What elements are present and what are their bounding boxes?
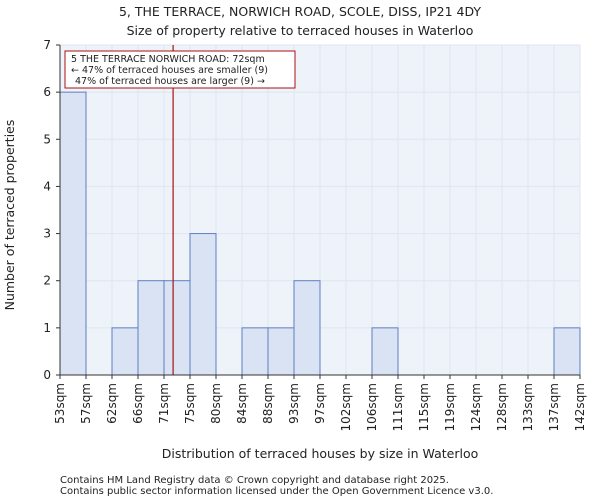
bar-layer (59, 91, 581, 376)
histogram-bar (553, 327, 581, 376)
x-tick-layer: 53sqm 57sqm 62sqm 66sqm 71sqm 75sqm 80sqm 84sqm… (53, 375, 587, 431)
x-tick-label: 53sqm (53, 383, 67, 424)
annotation-line-1: 5 THE TERRACE NORWICH ROAD: 72sqm (71, 54, 265, 65)
x-tick-label: 62sqm (105, 383, 119, 424)
footer-line-2: Contains public sector information licen… (60, 486, 493, 497)
chart-title: 5, THE TERRACE, NORWICH ROAD, SCOLE, DIS… (119, 4, 481, 19)
x-tick-label: 115sqm (417, 383, 431, 431)
x-tick-label: 84sqm (235, 383, 249, 424)
x-tick-label: 57sqm (79, 383, 93, 424)
x-tick-label: 124sqm (469, 383, 483, 431)
y-axis-label: Number of terraced properties (2, 120, 17, 311)
histogram-bar (137, 280, 165, 376)
x-tick-label: 128sqm (495, 383, 509, 431)
annotation-border (64, 50, 296, 89)
y-tick-layer: 0 1 2 3 4 5 6 7 (43, 38, 60, 382)
histogram-bar (241, 327, 269, 376)
y-tick-label: 2 (43, 274, 51, 288)
histogram-bar (293, 280, 321, 376)
x-tick-label: 93sqm (287, 383, 301, 424)
histogram-bar (371, 327, 399, 376)
y-tick-label: 3 (43, 227, 51, 241)
x-tick-label: 106sqm (365, 383, 379, 431)
annotation-line-3: 47% of terraced houses are larger (9) → (75, 76, 265, 87)
y-tick-label: 7 (43, 38, 51, 52)
x-tick-label: 66sqm (131, 383, 145, 424)
x-tick-label: 102sqm (339, 383, 353, 431)
x-axis-label: Distribution of terraced houses by size … (162, 446, 479, 461)
y-tick-label: 4 (43, 179, 51, 193)
histogram-bar (267, 327, 295, 376)
x-tick-label: 71sqm (157, 383, 171, 424)
x-tick-label: 142sqm (573, 383, 587, 431)
y-tick-label: 5 (43, 132, 51, 146)
histogram-bar (111, 327, 139, 376)
x-tick-label: 75sqm (183, 383, 197, 424)
x-tick-label: 88sqm (261, 383, 275, 424)
x-tick-label: 133sqm (521, 383, 535, 431)
chart-subtitle: Size of property relative to terraced ho… (127, 23, 474, 38)
footer-line-1: Contains HM Land Registry data © Crown c… (60, 475, 449, 486)
x-tick-label: 111sqm (391, 383, 405, 431)
y-tick-label: 0 (43, 368, 51, 382)
annotation-box: 5 THE TERRACE NORWICH ROAD: 72sqm ← 47% … (64, 50, 296, 89)
y-tick-label: 6 (43, 85, 51, 99)
x-tick-label: 97sqm (313, 383, 327, 424)
x-tick-label: 119sqm (443, 383, 457, 431)
annotation-line-2: ← 47% of terraced houses are smaller (9) (71, 65, 268, 76)
histogram-bar (163, 280, 191, 376)
histogram-bar (59, 91, 87, 376)
histogram-bar (189, 233, 217, 376)
x-tick-label: 80sqm (209, 383, 223, 424)
x-tick-label: 137sqm (547, 383, 561, 431)
y-tick-label: 1 (43, 321, 51, 335)
